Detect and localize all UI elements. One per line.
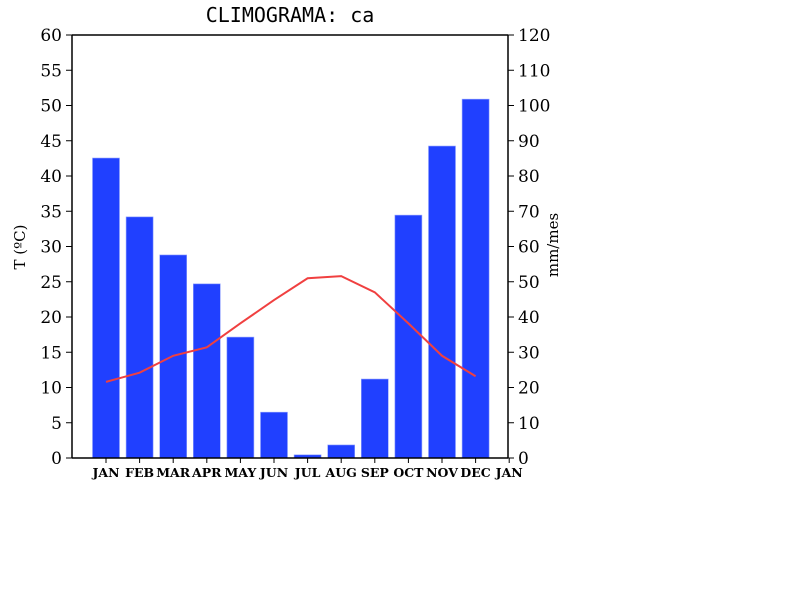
x-tick-label: APR (191, 465, 222, 480)
right-tick-label: 40 (518, 308, 540, 328)
x-tick-label: DEC (460, 465, 490, 480)
x-tick-label: MAR (156, 465, 191, 480)
x-axis-ticks: JAN FEB MAR APR MAY JUN JUL AUG SEP OCT NOV DEC JAN (91, 458, 523, 480)
precip-bar-apr (193, 283, 221, 459)
x-tick-label: JUL (294, 465, 321, 480)
right-tick-label: 10 (518, 414, 540, 434)
left-tick-label: 40 (40, 167, 62, 187)
precip-bar-feb (125, 216, 154, 459)
right-tick-label: 80 (518, 167, 540, 187)
right-axis-label: mm/mes (544, 213, 562, 277)
right-axis-ticks: 0 10 20 30 40 50 60 70 80 90 100 110 120 (508, 26, 550, 469)
right-tick-label: 0 (518, 449, 529, 469)
right-tick-label: 70 (518, 202, 540, 222)
precip-bar-jan (92, 157, 120, 459)
right-tick-label: 50 (518, 273, 540, 293)
precip-bar-aug (327, 444, 356, 459)
chart-title: CLIMOGRAMA: ca (206, 3, 375, 27)
right-tick-label: 100 (518, 97, 550, 117)
left-tick-label: 5 (51, 414, 62, 434)
left-tick-label: 25 (40, 273, 62, 293)
x-tick-label: NOV (426, 465, 458, 480)
left-tick-label: 10 (40, 379, 62, 399)
x-tick-label: MAY (224, 465, 257, 480)
left-tick-label: 55 (40, 61, 62, 81)
precip-bar-oct (394, 214, 423, 459)
x-tick-label: JUN (259, 465, 288, 480)
precip-bar-nov (428, 145, 456, 459)
left-tick-label: 35 (40, 202, 62, 222)
x-tick-label: OCT (393, 465, 424, 480)
precip-bar-may (226, 336, 255, 459)
right-tick-label: 60 (518, 238, 540, 258)
left-tick-label: 30 (40, 238, 62, 258)
right-tick-label: 30 (518, 343, 540, 363)
left-axis-ticks: 0 5 10 15 20 25 30 35 40 45 50 55 60 (40, 26, 72, 469)
temperature-line (105, 275, 477, 383)
x-tick-label: FEB (125, 465, 154, 480)
left-tick-label: 0 (51, 449, 62, 469)
left-tick-label: 15 (40, 343, 62, 363)
right-tick-label: 20 (518, 379, 540, 399)
x-tick-label: SEP (361, 465, 390, 480)
left-tick-label: 20 (40, 308, 62, 328)
x-tick-label: JAN (495, 465, 523, 480)
precip-bar-jun (260, 411, 288, 459)
precip-bar-dec (461, 98, 490, 459)
right-tick-label: 90 (518, 132, 540, 152)
left-tick-label: 45 (40, 132, 62, 152)
x-tick-label: AUG (325, 465, 357, 480)
left-tick-label: 50 (40, 97, 62, 117)
left-tick-label: 60 (40, 26, 62, 46)
left-axis-label: T (ºC) (11, 224, 29, 269)
precipitation-bars (92, 98, 490, 459)
precip-bar-sep (360, 378, 389, 459)
right-tick-label: 120 (518, 26, 550, 46)
right-tick-label: 110 (518, 61, 550, 81)
x-tick-label: JAN (91, 465, 119, 480)
